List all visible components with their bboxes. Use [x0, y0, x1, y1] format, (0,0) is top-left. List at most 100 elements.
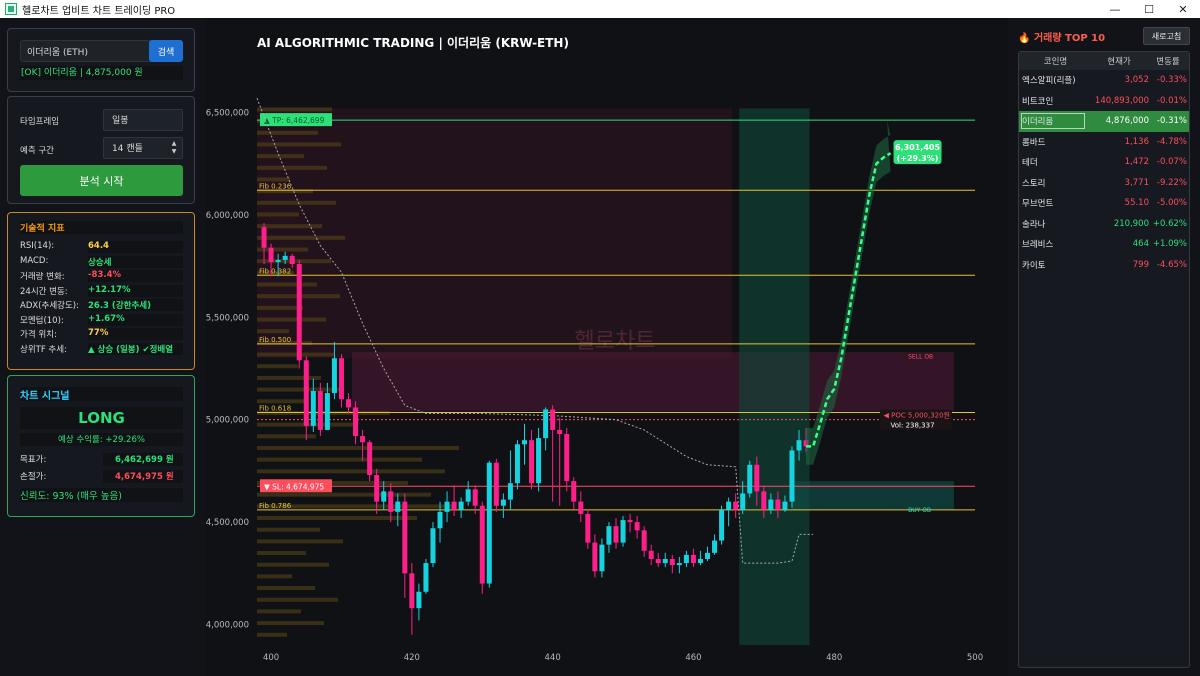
volume-profile-bar: [257, 247, 308, 252]
x-tick-label: 500: [967, 653, 983, 663]
candle-body: [550, 409, 556, 430]
candle-body: [296, 264, 302, 361]
volume-profile-bar: [257, 574, 292, 579]
candle-body: [606, 526, 612, 545]
candle-body: [381, 491, 387, 502]
candle-body: [303, 360, 309, 426]
coin-row[interactable]: 비트코인 140,893,000 -0.01%: [1019, 91, 1189, 112]
minimize-button[interactable]: —: [1109, 2, 1121, 16]
volume-profile-bar: [257, 632, 287, 637]
candle-body: [599, 544, 605, 572]
candle-body: [324, 393, 330, 430]
volume-profile-bar: [257, 516, 417, 521]
volume-profile-bar: [257, 375, 321, 380]
coin-change: +1.09%: [1152, 239, 1187, 250]
candle-body: [733, 501, 739, 510]
coin-row[interactable]: 브레비스 464 +1.09%: [1019, 234, 1189, 255]
coin-name: 카이토: [1022, 260, 1046, 271]
refresh-button[interactable]: 새로고침: [1143, 27, 1190, 45]
settings-panel: 타임프레임 일봉 예측 구간 14 캔들 ▲ ▼ 분석 시작: [7, 96, 195, 204]
coin-row[interactable]: 엑스알피(리플) 3,052 -0.33%: [1019, 70, 1189, 91]
coin-price: 1,136: [1124, 136, 1149, 147]
candle-body: [662, 558, 668, 564]
volume-profile-bar: [257, 504, 454, 509]
coin-name: 무브먼트: [1022, 199, 1054, 210]
candle-body: [578, 501, 584, 514]
candle-body: [775, 499, 781, 510]
y-tick-label: 5,500,000: [206, 313, 249, 323]
table-header: 코인명 현재가 변동률: [1019, 52, 1189, 70]
volume-profile-bar: [257, 340, 312, 345]
chart-area[interactable]: AI ALGORITHMIC TRADING | 이더리움 (KRW-ETH) …: [205, 18, 1008, 676]
volume-profile-bar: [257, 399, 307, 404]
stepper-up-icon[interactable]: ▲: [171, 140, 177, 147]
candle-body: [613, 526, 619, 543]
candle-body: [451, 501, 457, 510]
candle-body: [289, 255, 295, 265]
coin-search-input[interactable]: [20, 40, 152, 62]
candle-body: [761, 491, 767, 510]
maximize-button[interactable]: ☐: [1144, 2, 1154, 16]
volume-profile-bar: [257, 621, 324, 626]
price-chart[interactable]: 헬로차트 4,000,000 4,500,000 5,000,000 5,500,000…: [205, 18, 1008, 676]
candle-body: [683, 554, 689, 564]
indicator-label: 모멘텀(10):: [20, 315, 64, 326]
coin-price: 799: [1132, 259, 1149, 270]
selection-outline: [1021, 113, 1085, 129]
timeframe-select[interactable]: 일봉: [103, 109, 183, 131]
candle-body: [416, 591, 422, 609]
volume-profile-bar: [257, 165, 327, 170]
indicator-row: ADX(추세강도): 26.3 (강한추세): [20, 299, 183, 311]
search-status: [OK] 이더리움 | 4,875,000 원: [20, 66, 183, 80]
candle-body: [669, 558, 675, 566]
indicator-row: 24시간 변동: +12.17%: [20, 284, 183, 297]
candle-body: [268, 247, 274, 262]
volume-profile-bar: [257, 527, 320, 532]
coin-row[interactable]: 무브먼트 55.10 -5.00%: [1019, 193, 1189, 214]
trend-line: [256, 97, 814, 564]
candle-body: [486, 462, 492, 584]
volume-profile-bar: [257, 177, 290, 182]
poc-volume: Vol: 238,337: [891, 422, 935, 430]
stepper-arrows[interactable]: ▲ ▼: [169, 140, 179, 156]
candle-body: [500, 499, 506, 506]
top10-table: 코인명 현재가 변동률 엑스알피(리플) 3,052 -0.33% 비트코인 140,8…: [1018, 51, 1190, 668]
coin-row[interactable]: 솔라나 210,900 +0.62%: [1019, 214, 1189, 235]
candle-body: [726, 501, 732, 510]
signal-title: 차트 시그널: [20, 387, 183, 402]
volume-profile-bar: [257, 480, 408, 485]
coin-row[interactable]: 롬바드 1,136 -4.78%: [1019, 132, 1189, 153]
indicator-label: 거래량 변화:: [20, 272, 65, 282]
candle-body: [402, 501, 408, 574]
indicator-label: RSI(14):: [20, 241, 55, 251]
coin-row[interactable]: 스토리 3,771 -9.22%: [1019, 173, 1189, 194]
coin-row[interactable]: 테더 1,472 -0.07%: [1019, 152, 1189, 173]
candle-body: [261, 227, 267, 248]
indicator-row: 가격 위치: 77%: [20, 328, 183, 340]
poc-label: ◀ POC 5,000,320원: [883, 411, 950, 420]
candle-body: [697, 558, 703, 564]
predict-spinbox[interactable]: 14 캔들 ▲ ▼: [103, 137, 183, 159]
x-tick-label: 460: [685, 653, 701, 663]
volume-profile-bar: [257, 212, 299, 217]
coin-price: 3,052: [1124, 75, 1149, 86]
close-button[interactable]: ✕: [1178, 2, 1188, 16]
search-button[interactable]: 검색: [149, 40, 183, 62]
buy-ob-label: BUY OB: [908, 507, 931, 514]
candle-body: [676, 563, 682, 566]
volume-profile-bar: [257, 562, 329, 567]
stepper-down-icon[interactable]: ▼: [171, 148, 177, 155]
candle-body: [360, 436, 366, 443]
indicator-label: 가격 위치:: [20, 330, 57, 340]
volume-profile-bar: [257, 352, 335, 357]
candle-body: [768, 499, 774, 510]
coin-row[interactable]: 카이토 799 -4.65%: [1019, 255, 1189, 276]
candle-body: [275, 259, 281, 262]
candle-body: [317, 391, 323, 430]
predict-value: 14 캔들: [112, 144, 143, 154]
forecast-price: 6,301,405: [895, 143, 940, 152]
coin-row[interactable]: 이더리움 4,876,000 -0.31%: [1019, 111, 1189, 132]
right-sidebar: 🔥 거래량 TOP 10 새로고침 코인명 현재가 변동률 엑스알피(리플) 3,…: [1008, 18, 1200, 676]
volume-profile-bar: [257, 434, 316, 439]
start-analysis-button[interactable]: 분석 시작: [20, 165, 183, 196]
